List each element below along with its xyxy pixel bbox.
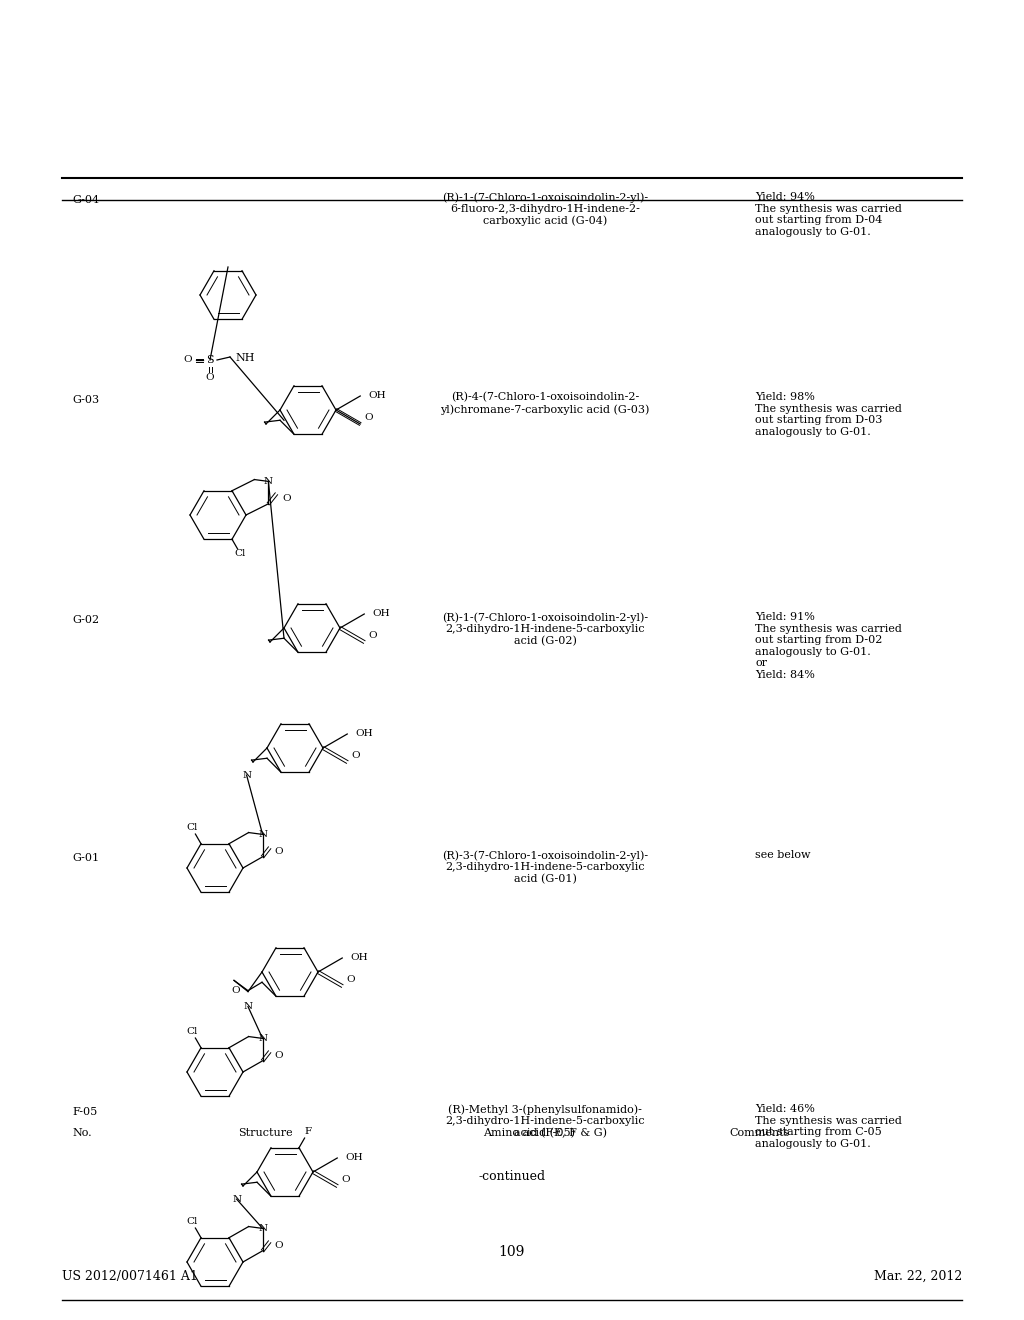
Text: N: N — [258, 830, 267, 840]
Text: Structure: Structure — [238, 1129, 292, 1138]
Text: G-04: G-04 — [72, 195, 99, 205]
Text: F-05: F-05 — [72, 1107, 97, 1117]
Text: O: O — [351, 751, 359, 760]
Text: O: O — [183, 355, 193, 364]
Text: G-03: G-03 — [72, 395, 99, 405]
Text: S: S — [206, 355, 214, 366]
Text: N: N — [232, 1195, 242, 1204]
Text: OH: OH — [369, 392, 386, 400]
Text: O: O — [274, 847, 284, 857]
Text: OH: OH — [355, 730, 373, 738]
Text: Comments: Comments — [730, 1129, 791, 1138]
Text: N: N — [258, 1224, 267, 1233]
Text: OH: OH — [345, 1154, 362, 1163]
Text: (R)-Methyl 3-(phenylsulfonamido)-
2,3-dihydro-1H-indene-5-carboxylic
acid (F-05): (R)-Methyl 3-(phenylsulfonamido)- 2,3-di… — [445, 1104, 645, 1138]
Text: see below: see below — [755, 850, 811, 861]
Text: F: F — [304, 1127, 311, 1137]
Text: Yield: 46%
The synthesis was carried
out starting from C-05
analogously to G-01.: Yield: 46% The synthesis was carried out… — [755, 1104, 902, 1148]
Text: O: O — [341, 1176, 350, 1184]
Text: G-01: G-01 — [72, 853, 99, 863]
Text: N: N — [244, 1002, 253, 1011]
Text: (R)-1-(7-Chloro-1-oxoisoindolin-2-yl)-
6-fluoro-2,3-dihydro-1H-indene-2-
carboxy: (R)-1-(7-Chloro-1-oxoisoindolin-2-yl)- 6… — [442, 191, 648, 227]
Text: Cl: Cl — [234, 549, 246, 558]
Text: O: O — [206, 374, 214, 383]
Text: N: N — [242, 771, 251, 780]
Text: Yield: 98%
The synthesis was carried
out starting from D-03
analogously to G-01.: Yield: 98% The synthesis was carried out… — [755, 392, 902, 437]
Text: Yield: 94%
The synthesis was carried
out starting from D-04
analogously to G-01.: Yield: 94% The synthesis was carried out… — [755, 191, 902, 236]
Text: O: O — [365, 413, 373, 422]
Text: G-02: G-02 — [72, 615, 99, 624]
Text: O: O — [274, 1051, 284, 1060]
Text: O: O — [274, 1241, 284, 1250]
Text: O: O — [369, 631, 377, 640]
Text: NH: NH — [234, 352, 255, 363]
Text: -continued: -continued — [478, 1170, 546, 1183]
Text: (R)-4-(7-Chloro-1-oxoisoindolin-2-
yl)chromane-7-carboxylic acid (G-03): (R)-4-(7-Chloro-1-oxoisoindolin-2- yl)ch… — [440, 392, 649, 414]
Text: N: N — [258, 1034, 267, 1043]
Text: Amino acid (E, F & G): Amino acid (E, F & G) — [483, 1129, 607, 1138]
Text: No.: No. — [72, 1129, 91, 1138]
Text: OH: OH — [350, 953, 368, 962]
Text: Mar. 22, 2012: Mar. 22, 2012 — [873, 1270, 962, 1283]
Text: O: O — [283, 494, 291, 503]
Text: Cl: Cl — [186, 1027, 198, 1036]
Text: (R)-1-(7-Chloro-1-oxoisoindolin-2-yl)-
2,3-dihydro-1H-indene-5-carboxylic
acid (: (R)-1-(7-Chloro-1-oxoisoindolin-2-yl)- 2… — [442, 612, 648, 645]
Text: O: O — [346, 975, 355, 985]
Text: O: O — [231, 986, 240, 995]
Text: Yield: 91%
The synthesis was carried
out starting from D-02
analogously to G-01.: Yield: 91% The synthesis was carried out… — [755, 612, 902, 680]
Text: (R)-3-(7-Chloro-1-oxoisoindolin-2-yl)-
2,3-dihydro-1H-indene-5-carboxylic
acid (: (R)-3-(7-Chloro-1-oxoisoindolin-2-yl)- 2… — [442, 850, 648, 884]
Text: N: N — [264, 477, 273, 486]
Text: Cl: Cl — [186, 1217, 198, 1226]
Text: 109: 109 — [499, 1245, 525, 1259]
Text: US 2012/0071461 A1: US 2012/0071461 A1 — [62, 1270, 198, 1283]
Text: Cl: Cl — [186, 824, 198, 833]
Text: OH: OH — [373, 610, 390, 619]
